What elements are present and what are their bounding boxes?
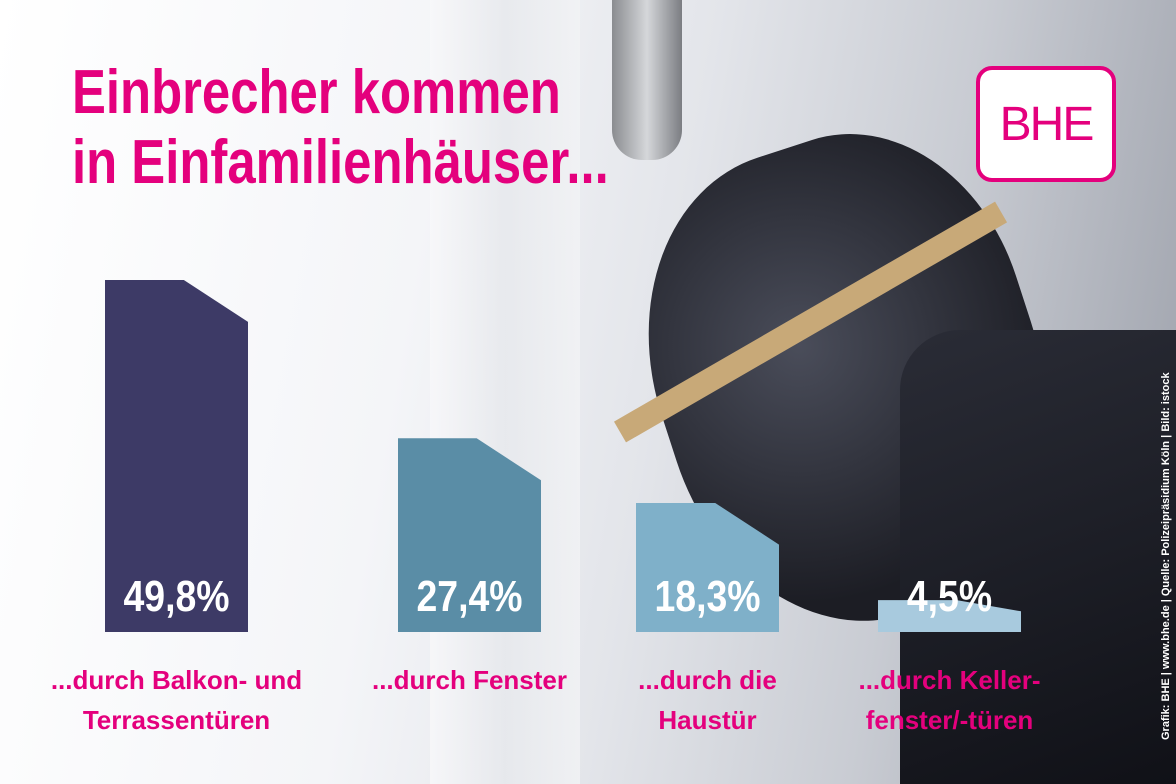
category-label: ...durch Keller-fenster/-türen (858, 665, 1041, 735)
source-note: Grafik: BHE | www.bhe.de | Quelle: Poliz… (1160, 372, 1172, 740)
value-label: 4,5% (906, 572, 993, 621)
value-label: 27,4% (416, 572, 523, 621)
title-line: Einbrecher kommen (72, 58, 561, 127)
category-label: ...durch Balkon- und Terrassentüren (50, 665, 303, 735)
logo: BHE (976, 66, 1116, 182)
door-frame (430, 0, 580, 784)
value-label: 18,3% (654, 572, 761, 621)
title-line: in Einfamilienhäuser... (72, 128, 609, 197)
bar (398, 438, 541, 632)
category-label: ...durch Fenster (371, 665, 568, 695)
category-label: ...durch die Haustür (638, 665, 777, 735)
bar (105, 279, 248, 632)
value-label: 49,8% (123, 572, 230, 621)
sleeve (900, 330, 1176, 784)
door-handle (612, 0, 682, 160)
chart-title: Einbrecher kommen in Einfamilienhäuser..… (72, 58, 609, 198)
